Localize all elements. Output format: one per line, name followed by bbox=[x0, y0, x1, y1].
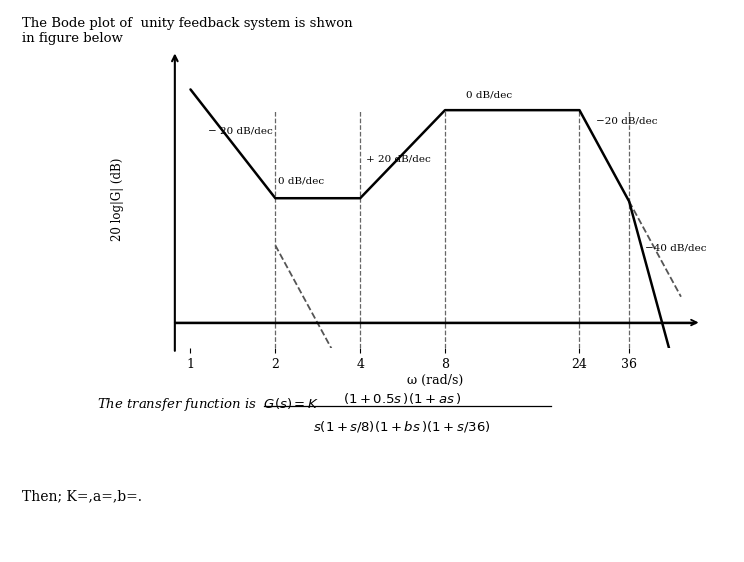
Text: −40 dB/dec: −40 dB/dec bbox=[645, 243, 707, 252]
Text: 20 log|G| (dB): 20 log|G| (dB) bbox=[111, 158, 124, 241]
Text: The transfer function is  $G(s)= K$: The transfer function is $G(s)= K$ bbox=[97, 396, 318, 413]
Text: + 20 dB/dec: + 20 dB/dec bbox=[366, 155, 431, 164]
Text: Then; K=,a=,b=.: Then; K=,a=,b=. bbox=[22, 489, 142, 503]
Text: −20 dB/dec: −20 dB/dec bbox=[596, 116, 658, 125]
Text: 0 dB/dec: 0 dB/dec bbox=[466, 90, 512, 99]
Text: $(1+0.5s\,)(1+ as\,)$: $(1+0.5s\,)(1+ as\,)$ bbox=[343, 391, 461, 406]
Text: − 20 dB/dec: − 20 dB/dec bbox=[208, 126, 272, 135]
Text: $s(1+s/8)(1+bs\,)(1+s/36)$: $s(1+s/8)(1+bs\,)(1+s/36)$ bbox=[313, 419, 490, 434]
Text: 0 dB/dec: 0 dB/dec bbox=[278, 177, 324, 186]
Text: The Bode plot of  unity feedback system is shwon
in figure below: The Bode plot of unity feedback system i… bbox=[22, 17, 353, 45]
X-axis label: ω (rad/s): ω (rad/s) bbox=[407, 374, 464, 387]
